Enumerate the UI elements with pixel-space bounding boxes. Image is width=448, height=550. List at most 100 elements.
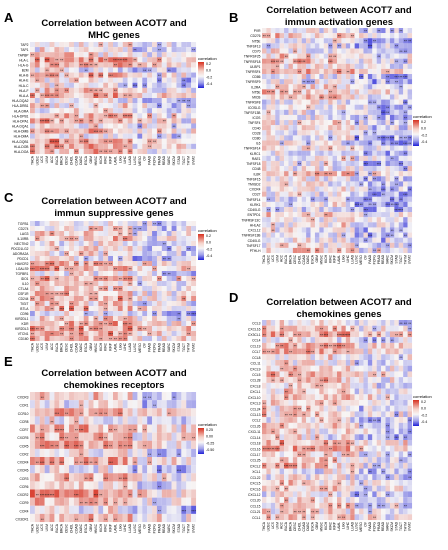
- heatmap-cell: [394, 196, 399, 202]
- significance-mark: **: [119, 276, 123, 281]
- heatmap-cell: [161, 77, 167, 83]
- heatmap-cell: [262, 348, 267, 355]
- heatmap-cell: [93, 236, 99, 242]
- significance-mark: **: [60, 144, 64, 149]
- heatmap-cell: [59, 118, 65, 124]
- heatmap-cell: [306, 242, 311, 248]
- heatmap-cell: [98, 331, 104, 337]
- column-label: ESCA: [311, 254, 315, 264]
- heatmap-cell: [306, 428, 311, 435]
- legend-title: correlation: [198, 228, 217, 233]
- heatmap-cell: [407, 206, 413, 213]
- heatmap-cell: [328, 422, 333, 429]
- heatmap-cell: [385, 58, 390, 64]
- heatmap-cell: [73, 266, 79, 272]
- legend-tick-label: -0.4: [206, 82, 212, 86]
- heatmap-cell: [176, 291, 182, 297]
- heatmap-cell: [337, 196, 342, 202]
- heatmap-cell: [284, 186, 289, 192]
- row-label: CCL13: [250, 413, 260, 417]
- heatmap-cell: [288, 242, 293, 248]
- heatmap-cell: [270, 242, 276, 248]
- heatmap-cell: [381, 145, 386, 151]
- heatmap-cell: [403, 28, 408, 34]
- heatmap-cell: [270, 140, 276, 146]
- row-label: TNFSF18: [246, 162, 260, 166]
- heatmap-cell: [381, 33, 386, 39]
- heatmap-cell: [181, 281, 187, 287]
- heatmap-cell: [284, 140, 289, 146]
- significance-mark: **: [114, 266, 118, 271]
- heatmap-cell: [34, 241, 40, 247]
- heatmap-cell: [363, 120, 368, 126]
- heatmap-cell: [363, 104, 368, 110]
- heatmap-cell: [262, 232, 267, 238]
- heatmap-cell: [407, 422, 413, 429]
- heatmap-cell: [266, 232, 271, 238]
- heatmap-cell: [385, 171, 390, 177]
- heatmap-cell: [64, 92, 70, 99]
- significance-mark: **: [373, 418, 377, 423]
- heatmap-cell: [363, 84, 368, 90]
- heatmap-cell: [354, 394, 360, 401]
- heatmap-cell: [306, 365, 311, 372]
- heatmap-cell: [78, 72, 84, 78]
- heatmap-cell: [376, 140, 382, 146]
- heatmap-cell: [367, 53, 373, 59]
- heatmap-cell: [132, 281, 138, 287]
- heatmap-cell: [292, 84, 298, 90]
- heatmap-cell: [117, 67, 123, 73]
- column-label: THYM: [403, 255, 407, 265]
- row-label: CX3CL1: [248, 333, 261, 337]
- heatmap-cell: [337, 130, 342, 136]
- heatmap-cell: [262, 394, 267, 401]
- heatmap-cell: [288, 247, 293, 254]
- significance-mark: ***: [319, 95, 324, 100]
- heatmap-cell: [59, 92, 65, 99]
- heatmap-cell: [30, 72, 35, 78]
- heatmap-cell: [323, 247, 329, 254]
- heatmap-cell: [372, 114, 377, 121]
- heatmap-cell: [345, 242, 351, 248]
- heatmap-cell: [345, 89, 351, 95]
- heatmap-cell: [137, 47, 143, 53]
- heatmap-cell: [367, 451, 373, 458]
- heatmap-cell: [306, 206, 311, 213]
- legend-tick-label: -0.2: [206, 75, 212, 79]
- heatmap-cell: [297, 227, 302, 233]
- heatmap-cell: [284, 331, 289, 338]
- heatmap-cell: [359, 130, 364, 136]
- heatmap-cell: [117, 143, 123, 149]
- heatmap-cell: [262, 237, 267, 243]
- heatmap-cell: [359, 457, 364, 463]
- heatmap-cell: [323, 337, 329, 343]
- heatmap-cell: [372, 74, 377, 80]
- heatmap-cell: [323, 196, 329, 202]
- heatmap-cell: [292, 405, 298, 412]
- heatmap-cell: [93, 123, 99, 129]
- heatmap-cell: [108, 296, 114, 302]
- significance-mark: **: [65, 139, 69, 144]
- significance-mark: **: [31, 53, 35, 58]
- heatmap-cell: [117, 251, 123, 257]
- heatmap-cell: [345, 109, 351, 115]
- heatmap-cell: [376, 227, 382, 233]
- heatmap-cell: [176, 241, 182, 247]
- significance-mark: ***: [123, 114, 128, 119]
- heatmap-cell: [350, 325, 355, 332]
- heatmap-cell: [49, 92, 55, 99]
- heatmap-cell: [297, 377, 302, 383]
- heatmap-cell: [39, 82, 45, 88]
- heatmap-cell: [49, 286, 55, 292]
- heatmap-cell: [350, 400, 355, 406]
- heatmap-cell: [44, 138, 50, 144]
- heatmap-cell: [350, 365, 355, 372]
- heatmap-cell: [288, 354, 293, 361]
- heatmap-cell: [262, 417, 267, 423]
- heatmap-cell: [34, 143, 40, 149]
- significance-mark: **: [271, 429, 275, 434]
- heatmap-cell: [345, 171, 351, 177]
- heatmap-cell: [407, 377, 413, 383]
- heatmap-cell: [301, 377, 307, 383]
- heatmap-cell: [284, 342, 289, 349]
